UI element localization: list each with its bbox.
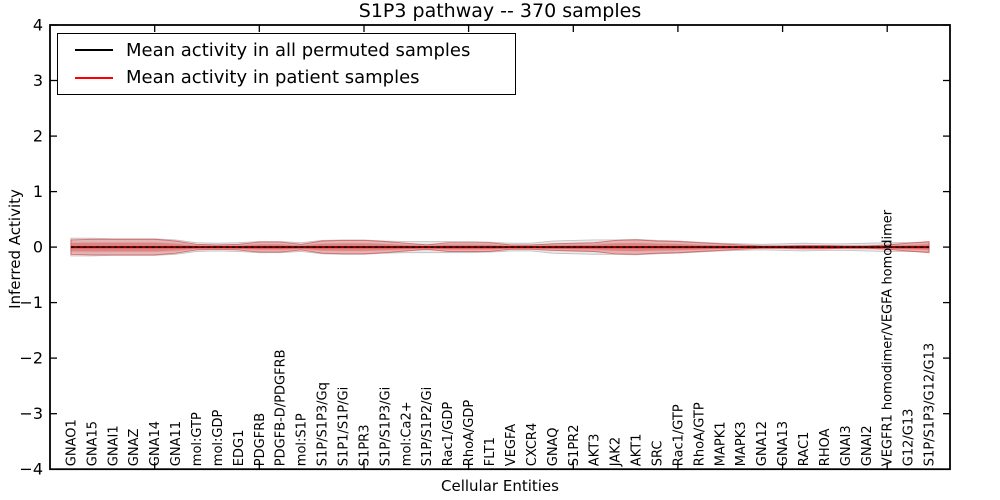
x-tick-label: AKT1 [630, 434, 645, 467]
x-axis-label: Cellular Entities [441, 477, 559, 495]
x-tick-label: G12/G13 [902, 409, 917, 467]
x-tick-label: S1P/S1P3/Gi [378, 387, 393, 466]
x-tick-label: S1PR3 [358, 425, 373, 467]
x-tick-label: GNAZ [127, 429, 142, 467]
legend-item-patient: Mean activity in patient samples [58, 65, 515, 91]
x-tick-label: EDG1 [232, 430, 247, 467]
x-tick-label: VEGFR1 homodimer/VEGFA homodimer [881, 209, 896, 466]
x-tick-label: S1PR2 [567, 425, 582, 467]
x-tick-label: mol:S1P [295, 413, 310, 466]
y-tick-label: −4 [19, 460, 43, 479]
x-tick-label: RAC1 [797, 432, 812, 467]
legend: Mean activity in all permuted samples Me… [57, 33, 516, 95]
x-tick-label: GNAQ [546, 427, 561, 466]
x-tick-label: S1P/S1P3/G12/G13 [923, 343, 938, 466]
x-tick-label: GNAI1 [106, 425, 121, 466]
x-tick-label: GNA15 [85, 421, 100, 466]
x-tick-label: GNA11 [169, 421, 184, 466]
x-tick-label: GNA13 [776, 421, 791, 466]
x-tick-label: GNAO1 [64, 419, 79, 466]
y-tick-label: −2 [19, 349, 43, 368]
x-tick-label: RhoA/GDP [462, 400, 477, 467]
x-tick-label: PDGFRB [253, 413, 268, 466]
x-tick-label: VEGFA [504, 424, 519, 466]
y-tick-label: 2 [33, 127, 43, 146]
x-tick-label: AKT3 [588, 434, 603, 467]
x-tick-label: PDGFB-D/PDGFRB [274, 349, 289, 466]
x-tick-label: MAPK3 [734, 421, 749, 466]
x-tick-label: SRC [651, 440, 666, 466]
x-tick-label: GNAI3 [839, 425, 854, 466]
x-tick-label: FLT1 [483, 437, 498, 466]
y-tick-label: 3 [33, 71, 43, 90]
y-tick-label: −1 [19, 293, 43, 312]
legend-item-permuted: Mean activity in all permuted samples [58, 37, 515, 63]
y-tick-label: 4 [33, 16, 43, 35]
y-tick-label: 1 [33, 182, 43, 201]
x-tick-label: S1P/S1P2/Gi [420, 387, 435, 466]
x-tick-label: mol:Ca2+ [399, 401, 414, 466]
patient-line-swatch-icon [75, 76, 113, 79]
x-tick-label: JAK2 [609, 437, 624, 467]
x-tick-label: S1P/S1P3/Gq [316, 382, 331, 466]
x-tick-label: RHOA [818, 428, 833, 466]
x-tick-label: GNAI2 [860, 425, 875, 466]
x-tick-label: Rac1/GTP [671, 404, 686, 466]
x-tick-label: CXCR4 [525, 423, 540, 466]
chart-title: S1P3 pathway -- 370 samples [358, 0, 642, 22]
x-tick-label: mol:GDP [211, 410, 226, 467]
x-tick-label: MAPK1 [713, 421, 728, 466]
permuted-line-swatch-icon [75, 49, 113, 52]
x-tick-label: Rac1/GDP [441, 402, 456, 467]
y-tick-label: 0 [33, 238, 43, 257]
legend-label: Mean activity in patient samples [126, 67, 420, 89]
x-tick-label: GNA14 [148, 421, 163, 466]
legend-label: Mean activity in all permuted samples [126, 39, 471, 61]
x-tick-label: mol:GTP [190, 412, 205, 466]
y-tick-label: −3 [19, 404, 43, 423]
x-tick-label: GNA12 [755, 421, 770, 466]
y-axis-label: Inferred Activity [6, 189, 24, 309]
x-tick-label: S1P1/S1P/Gi [337, 387, 352, 466]
x-tick-label: RhoA/GTP [692, 402, 707, 466]
